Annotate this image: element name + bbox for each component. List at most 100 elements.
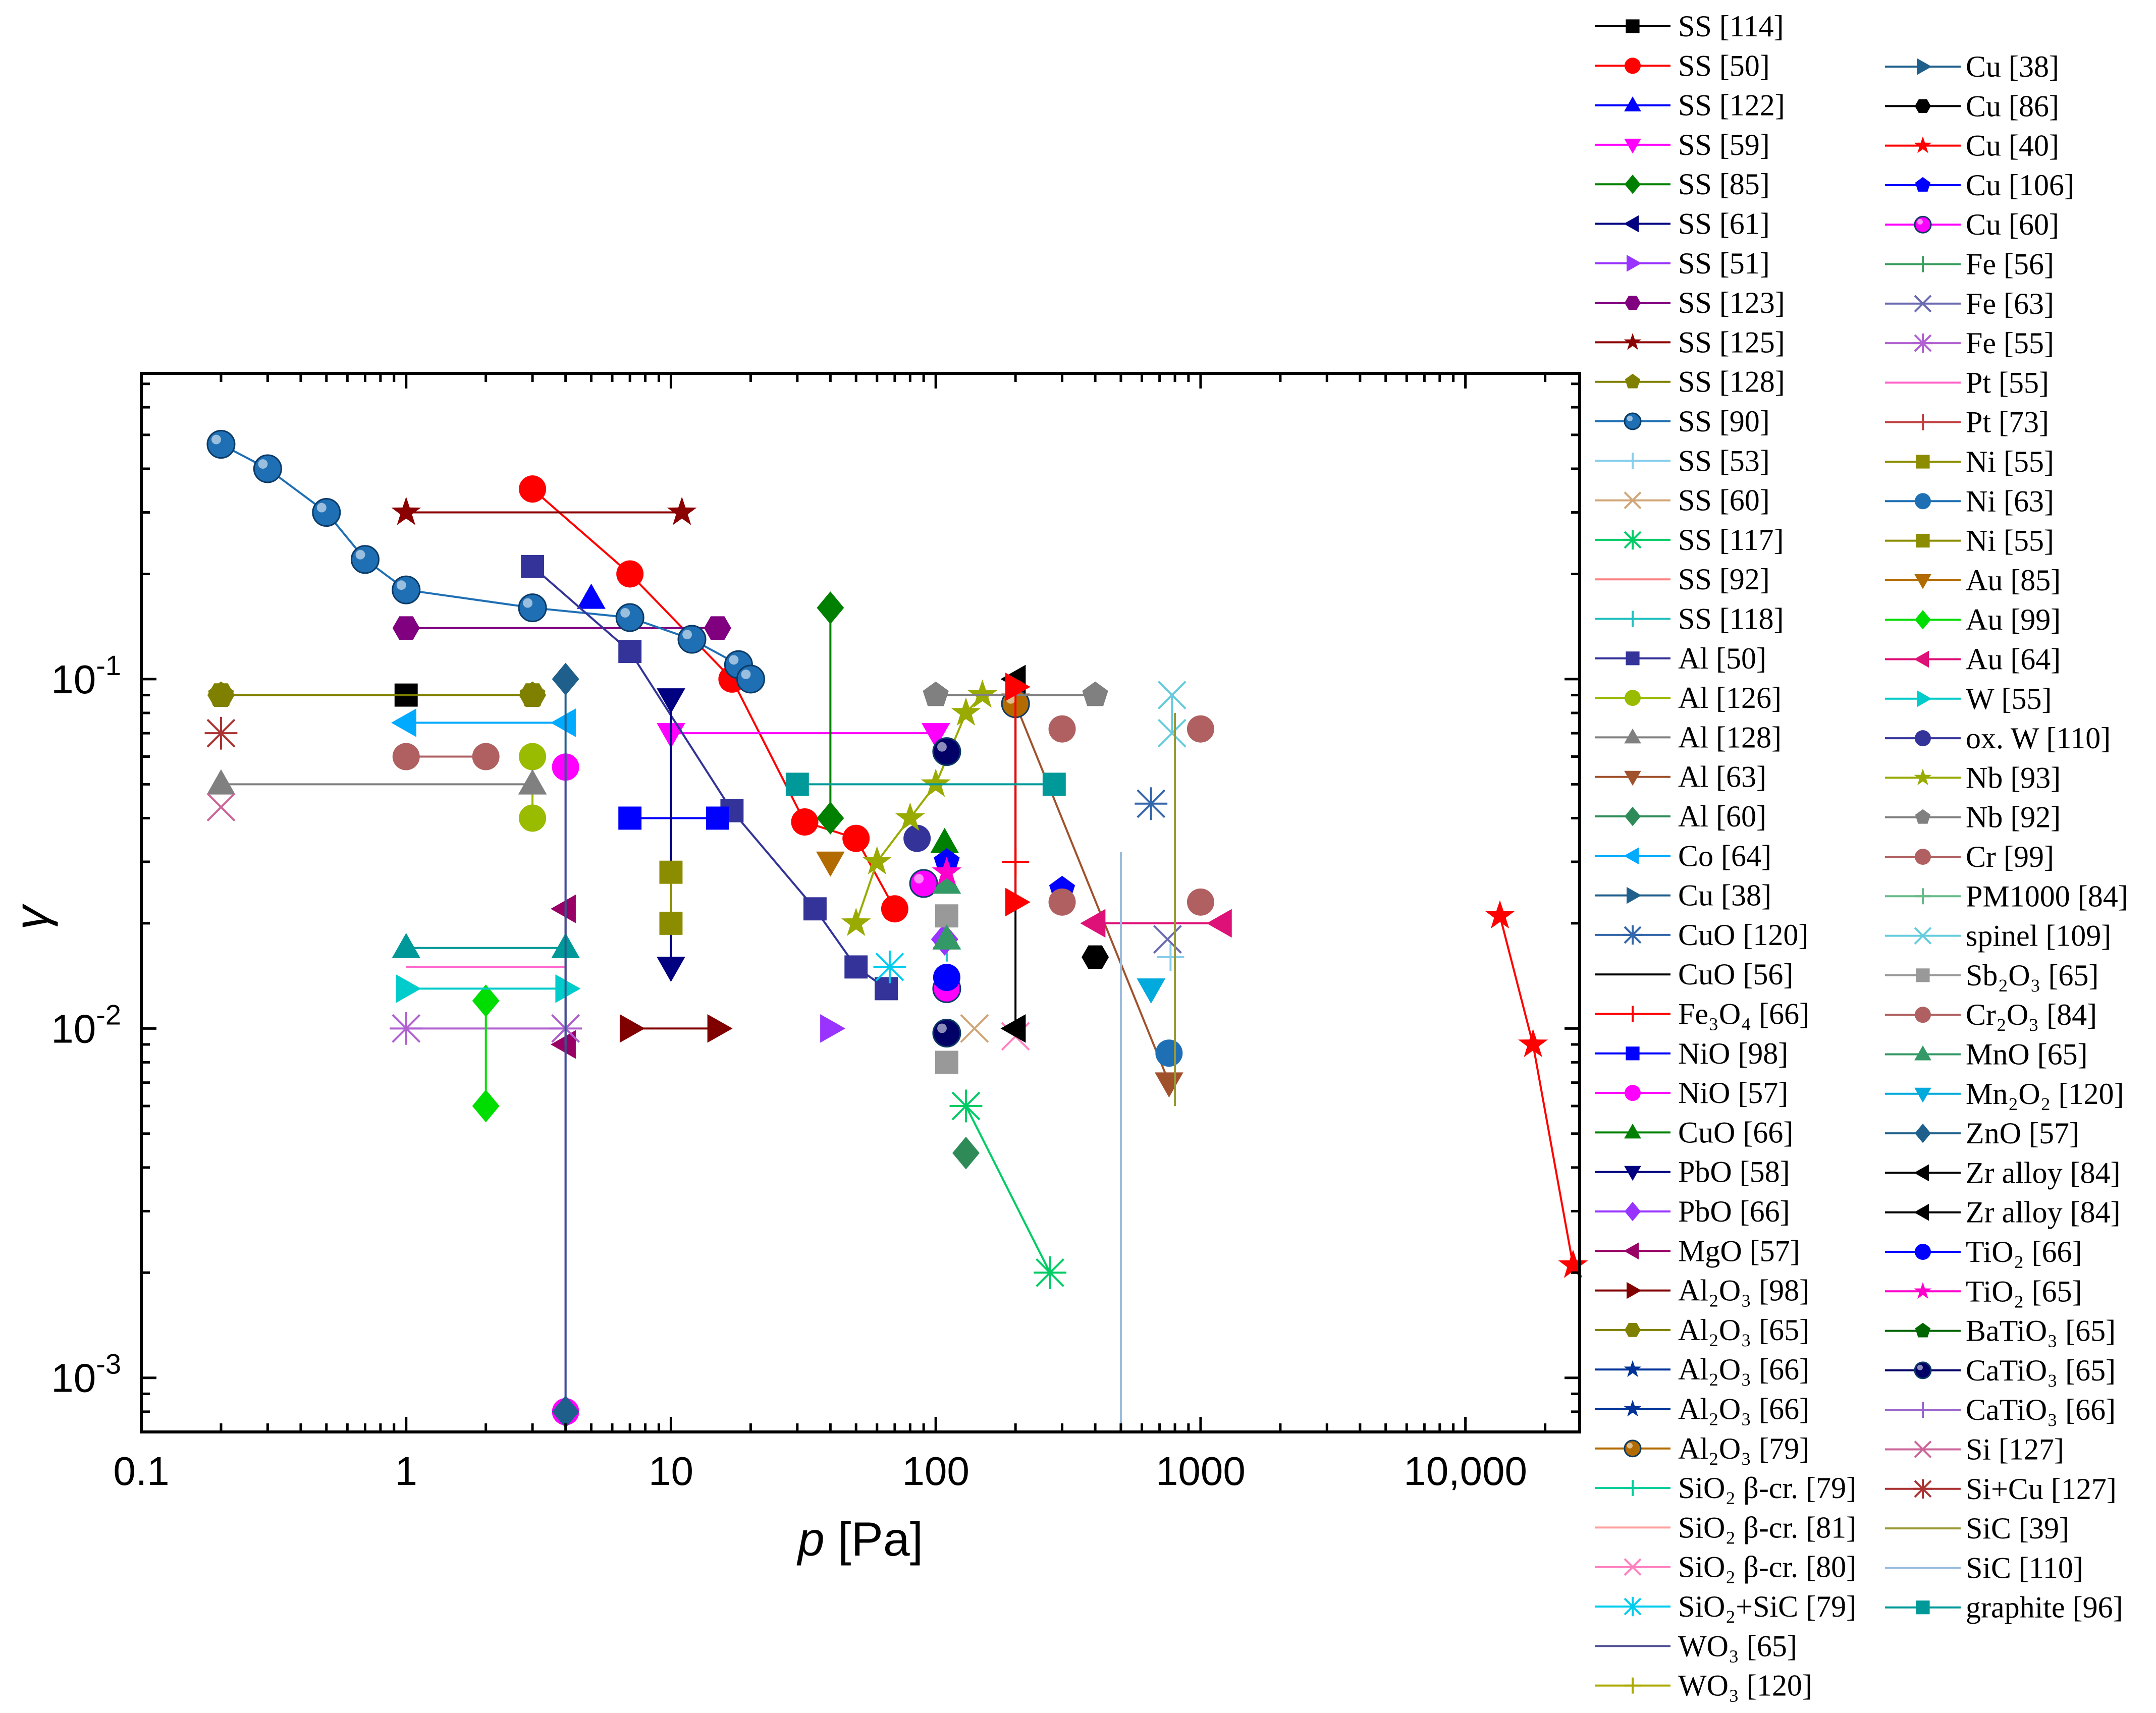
- series-ss-50: [519, 475, 908, 923]
- series-cuo-66: [930, 827, 959, 853]
- legend-entry-pt-55: Pt [55]: [1885, 366, 2049, 399]
- legend-entry-ss-125: SS [125]: [1595, 325, 1785, 359]
- series-ss-51: [820, 1014, 846, 1043]
- data-point: [657, 957, 685, 982]
- legend-marker: [1624, 1558, 1642, 1576]
- legend-entry-ss-92: SS [92]: [1595, 563, 1770, 596]
- legend-entry-ss-128: SS [128]: [1595, 365, 1785, 399]
- series-al2o3-65: [207, 683, 547, 707]
- legend-label: W [55]: [1966, 682, 2052, 715]
- data-point: [677, 625, 707, 654]
- legend-marker: [1623, 925, 1643, 945]
- data-point: [1206, 909, 1232, 938]
- legend-label: Al₂O₃ [98]: [1678, 1274, 1809, 1307]
- legend-label: Zr alloy [84]: [1966, 1196, 2121, 1229]
- legend-marker: [1916, 534, 1930, 548]
- legend-marker: [1625, 611, 1641, 627]
- legend-label: Mn₂O₂ [120]: [1966, 1077, 2124, 1111]
- legend-marker: [1914, 1045, 1931, 1061]
- legend-label: Al [126]: [1678, 681, 1782, 714]
- legend-label: SS [85]: [1678, 168, 1770, 201]
- legend-label: Cr₂O₃ [84]: [1966, 998, 2097, 1031]
- legend-label: WO₃ [65]: [1678, 1629, 1797, 1663]
- data-point: [615, 603, 644, 632]
- legend-marker: [1625, 58, 1641, 74]
- legend-label: Si [127]: [1966, 1433, 2064, 1466]
- data-point: [519, 743, 547, 770]
- data-point: [1155, 1072, 1183, 1098]
- legend-label: PbO [66]: [1678, 1195, 1790, 1228]
- data-point: [659, 860, 683, 884]
- legend-label: Si+Cu [127]: [1966, 1472, 2117, 1506]
- legend-marker: [1624, 1242, 1639, 1260]
- data-point: [391, 496, 421, 525]
- data-point: [206, 793, 236, 822]
- series-au-85: [816, 851, 845, 877]
- legend-marker: [1625, 373, 1641, 389]
- legend-label: SS [114]: [1678, 10, 1784, 43]
- data-point: [392, 743, 420, 770]
- data-point: [1005, 888, 1031, 917]
- legend-entry-cuo-66: CuO [66]: [1595, 1116, 1793, 1149]
- series-line: [221, 443, 751, 680]
- legend-entry-batio3-65: BaTiO₃ [65]: [1885, 1314, 2116, 1348]
- data-point: [881, 895, 908, 923]
- legend-marker: [1624, 1440, 1642, 1458]
- legend-label: Al [128]: [1678, 721, 1782, 754]
- legend-label: Fe [55]: [1966, 326, 2054, 360]
- series-si-127: [206, 793, 236, 822]
- legend-marker: [1914, 1282, 1932, 1299]
- legend-marker: [1914, 136, 1932, 153]
- data-point: [1137, 978, 1166, 1004]
- series-al-63: [1001, 693, 1183, 1098]
- data-point: [1153, 925, 1182, 954]
- legend-label: CuO [56]: [1678, 958, 1793, 991]
- legend-entry-ss-122: SS [122]: [1595, 89, 1785, 122]
- legend-entry-ox-w-110: ox. W [110]: [1885, 722, 2111, 755]
- data-point: [1082, 681, 1108, 706]
- legend-label: SiC [39]: [1966, 1512, 2069, 1545]
- legend-marker: [1915, 99, 1931, 114]
- legend-entry-nb-92: Nb [92]: [1885, 801, 2061, 834]
- legend-label: Au [99]: [1966, 603, 2061, 636]
- series-zno-57: [552, 662, 579, 1428]
- legend-entry-ni-63: Ni [63]: [1885, 484, 2054, 518]
- legend-marker: [1915, 849, 1931, 865]
- legend-label: SS [92]: [1678, 563, 1770, 596]
- series-w-55: [396, 974, 581, 1003]
- legend-marker: [1627, 887, 1642, 904]
- data-point: [816, 851, 845, 877]
- data-point: [312, 498, 341, 527]
- series-nio-98: [618, 806, 729, 830]
- data-point: [392, 616, 420, 640]
- legend-marker: [1915, 177, 1931, 192]
- series-al-128: [206, 769, 547, 795]
- legend-entry-al-63: Al [63]: [1595, 760, 1766, 794]
- legend-entry-au-99: Au [99]: [1885, 603, 2061, 636]
- data-point: [1157, 943, 1184, 971]
- legend-marker: [1626, 1046, 1640, 1061]
- legend-marker: [1913, 1479, 1933, 1499]
- legend-entry-pt-73: Pt [73]: [1885, 406, 2049, 439]
- legend-entry-sio2-sic-79: SiO₂+SiC [79]: [1595, 1590, 1856, 1623]
- legend-label: Al₂O₃ [66]: [1678, 1353, 1809, 1386]
- legend-entry-sic-110: SiC [110]: [1885, 1551, 2083, 1584]
- legend-marker: [1914, 215, 1932, 234]
- legend-entry-al-126: Al [126]: [1595, 681, 1782, 714]
- data-point: [396, 974, 421, 1003]
- legend-entry-spinel-109: spinel [109]: [1885, 919, 2111, 953]
- data-point: [519, 804, 547, 832]
- legend-entry-ss-118: SS [118]: [1595, 602, 1784, 636]
- data-point: [1048, 888, 1076, 916]
- legend-label: NiO [98]: [1678, 1037, 1788, 1070]
- series-mno-65: [932, 868, 961, 950]
- data-point: [1082, 945, 1109, 969]
- legend-label: PM1000 [84]: [1966, 879, 2128, 913]
- legend-marker: [1917, 58, 1932, 75]
- legend-entry-al2o3-65: Al₂O₃ [65]: [1595, 1313, 1809, 1347]
- data-point: [1080, 909, 1106, 938]
- data-point: [616, 560, 644, 588]
- legend-marker: [1914, 1087, 1931, 1103]
- series-cr2o3-84: [1048, 715, 1214, 916]
